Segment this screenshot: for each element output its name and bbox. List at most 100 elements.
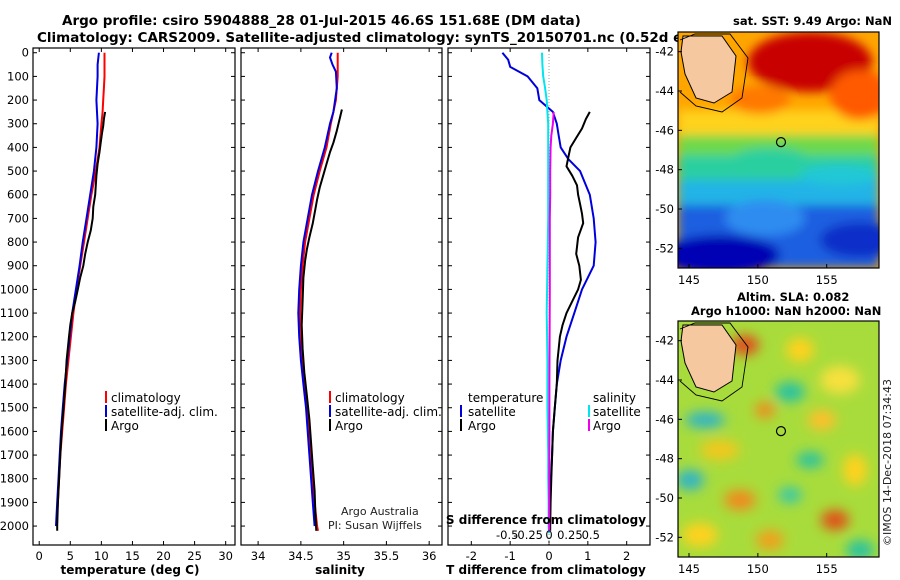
depth-tick-label: 2000: [0, 519, 29, 533]
map-y-tick-label: -48: [655, 163, 674, 177]
depth-tick-label: 0: [22, 46, 29, 60]
figure-title-line2: Climatology: CARS2009. Satellite-adjuste…: [37, 30, 729, 46]
x2-tick-label: -0.25: [513, 528, 543, 542]
depth-tick-label: 100: [7, 69, 29, 83]
sst-map: [678, 32, 879, 268]
x-tick-label: 20: [156, 549, 171, 563]
depth-tick-label: 1600: [0, 424, 29, 438]
map-y-tick-label: -52: [655, 241, 674, 255]
depth-tick-label: 900: [7, 259, 29, 273]
depth-tick-label: 400: [7, 140, 29, 154]
s-difference-tick-labels: -0.5-0.25 0 0.250.5: [496, 528, 600, 542]
salinity-series: [297, 52, 343, 531]
legend-label-satellite: satellite-adj. clim.: [111, 405, 218, 419]
difference-x-axis: -2 -1 0 1 2: [466, 48, 630, 563]
x-tick-label: 0: [545, 549, 552, 563]
legend-label-satellite: satellite-adj. clim.: [335, 405, 442, 419]
temperature-legend: climatology satellite-adj. clim. Argo: [105, 391, 218, 433]
depth-tick-label: 300: [7, 117, 29, 131]
depth-tick-label: 1100: [0, 306, 29, 320]
depth-tick-label: 1700: [0, 448, 29, 462]
x-tick-label: 1: [584, 549, 591, 563]
map-y-tick-label: -44: [655, 84, 674, 98]
x-tick-label: 2: [623, 549, 630, 563]
x2-tick-label: 0: [545, 528, 552, 542]
sla-map-frame: [677, 320, 880, 558]
map-y-tick-label: -46: [655, 123, 674, 137]
x2-tick-label: -0.5: [496, 528, 518, 542]
credit-line1: Argo Australia: [341, 505, 419, 518]
depth-tick-label: 700: [7, 211, 29, 225]
depth-tick-label: 200: [7, 93, 29, 107]
map-y-tick-label: -42: [655, 334, 674, 348]
s-difference-axis-label: S difference from climatology: [446, 513, 646, 527]
map-y-tick-label: -52: [655, 530, 674, 544]
salinity-legend: climatology satellite-adj. clim. Argo: [329, 391, 442, 433]
series-line-salinity-argo: [548, 111, 555, 531]
depth-tick-label: 1200: [0, 330, 29, 344]
series-line-temperature-argo: [549, 111, 591, 531]
x-tick-label: 34.5: [288, 549, 314, 563]
x-tick-label: 35: [336, 549, 351, 563]
legend-label-s-argo: Argo: [593, 419, 621, 433]
salinity-x-axis: 34 34.5 35 35.5 36: [251, 48, 436, 563]
x-tick-label: 35.5: [374, 549, 400, 563]
sst-map-axes: 145 150 155 -42 -44 -46 -48 -50 -52: [655, 45, 837, 287]
map-y-tick-label: -48: [655, 452, 674, 466]
depth-tick-label: 600: [7, 188, 29, 202]
x-tick-label: -1: [504, 549, 515, 563]
map-y-tick-label: -46: [655, 412, 674, 426]
depth-tick-label: 1300: [0, 353, 29, 367]
legend-label-t-argo: Argo: [468, 419, 496, 433]
x-tick-label: 10: [94, 549, 109, 563]
map-y-tick-label: -44: [655, 373, 674, 387]
temperature-panel-frame: [32, 47, 236, 546]
sla-map-subtitle: Argo h1000: NaN h2000: NaN: [691, 304, 881, 318]
depth-tick-label: 1000: [0, 282, 29, 296]
figure-title-line1: Argo profile: csiro 5904888_28 01-Jul-20…: [62, 13, 581, 29]
map-x-tick-label: 155: [816, 273, 838, 287]
sla-map-axes: 145 150 155 -42 -44 -46 -48 -50 -52: [655, 334, 837, 576]
sla-argo-position-marker: [775, 426, 787, 437]
x2-tick-label: 0.25: [557, 528, 583, 542]
legend-label-s-satellite: satellite: [593, 405, 641, 419]
depth-tick-label: 500: [7, 164, 29, 178]
series-line-satellite-adj-clim-: [297, 52, 338, 527]
sla-map-title: Altim. SLA: 0.082: [737, 290, 849, 304]
t-difference-axis-label: T difference from climatology: [446, 563, 646, 577]
legend-label-argo: Argo: [335, 419, 363, 433]
temperature-series: [55, 52, 107, 531]
map-x-tick-label: 145: [678, 562, 700, 576]
map-y-tick-label: -50: [655, 491, 674, 505]
x-tick-label: -2: [466, 549, 477, 563]
x-tick-label: 30: [218, 549, 233, 563]
difference-legend: temperature satellite Argo salinity sate…: [460, 391, 641, 433]
legend-label-argo: Argo: [111, 419, 139, 433]
difference-series: [501, 52, 597, 534]
depth-tick-label: 1400: [0, 377, 29, 391]
map-x-tick-label: 155: [816, 562, 838, 576]
series-line-argo: [56, 111, 107, 531]
series-line-salinity-satellite: [541, 52, 550, 534]
temperature-axis-label: temperature (deg C): [61, 563, 200, 577]
legend-title-temperature: temperature: [468, 391, 543, 405]
salinity-panel-frame: [240, 47, 443, 546]
sst-argo-position-marker: [775, 137, 787, 148]
depth-axis: 0 100 200 300 400 500 600 700 800 900 1000 1100 1200…: [0, 46, 650, 533]
map-y-tick-label: -42: [655, 45, 674, 59]
depth-tick-label: 1500: [0, 401, 29, 415]
x-tick-label: 34: [251, 549, 266, 563]
map-x-tick-label: 150: [747, 562, 769, 576]
salinity-axis-label: salinity: [315, 563, 365, 577]
sla-map: [678, 321, 879, 557]
temperature-x-axis: 0 5 10 15 20 25 30: [36, 48, 233, 563]
x-tick-label: 5: [67, 549, 74, 563]
legend-label-t-satellite: satellite: [468, 405, 516, 419]
depth-tick-label: 1900: [0, 495, 29, 509]
depth-tick-label: 1800: [0, 472, 29, 486]
legend-label-climatology: climatology: [335, 391, 405, 405]
x-tick-label: 0: [36, 549, 43, 563]
x-tick-label: 15: [125, 549, 140, 563]
sst-map-frame: [677, 31, 880, 269]
